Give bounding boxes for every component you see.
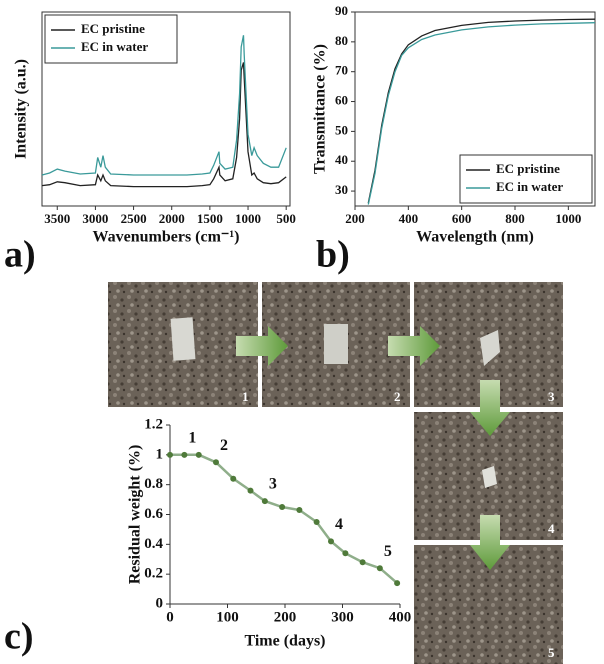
marker xyxy=(247,487,254,494)
x-tick-label: 200 xyxy=(274,609,297,625)
y-tick-label: 1 xyxy=(156,446,164,462)
legend-label: EC in water xyxy=(496,179,563,194)
sample-film xyxy=(170,317,196,361)
x-axis-label: Time (days) xyxy=(244,633,325,650)
x-axis-label: Wavenumbers (cm⁻¹) xyxy=(93,229,240,246)
y-tick-label: 0.8 xyxy=(144,476,163,492)
arrow xyxy=(470,380,510,436)
marker xyxy=(328,538,334,545)
y-tick-label: 60 xyxy=(335,93,348,108)
y-tick-label: 0.4 xyxy=(144,536,163,552)
plot-frame xyxy=(354,11,596,207)
marker xyxy=(213,459,219,466)
x-tick-label: 2500 xyxy=(121,211,147,226)
x-tick-label: 500 xyxy=(276,211,296,226)
arrow xyxy=(470,515,510,570)
x-tick-label: 100 xyxy=(216,609,239,625)
marker xyxy=(296,507,303,514)
annotation: 4 xyxy=(335,516,343,533)
marker xyxy=(167,451,173,458)
marker xyxy=(261,498,268,505)
y-tick-label: 1.2 xyxy=(144,416,163,432)
x-tick-label: 3000 xyxy=(82,211,108,226)
photo-label: 5 xyxy=(548,645,555,660)
marker xyxy=(376,565,383,572)
y-tick-label: 0 xyxy=(156,595,164,611)
x-tick-label: 1000 xyxy=(235,211,261,226)
y-tick-label: 30 xyxy=(335,182,348,197)
x-tick-label: 400 xyxy=(399,211,419,226)
arrow xyxy=(388,326,440,366)
photo-label: 1 xyxy=(242,389,249,404)
x-axis-label: Wavelength (nm) xyxy=(416,229,534,246)
x-tick-label: 400 xyxy=(389,609,412,625)
series-line xyxy=(41,35,287,176)
y-tick-label: 0.6 xyxy=(144,506,163,522)
y-tick-label: 90 xyxy=(335,3,348,18)
y-tick-label: 0.2 xyxy=(144,566,163,582)
sample-film xyxy=(482,466,497,488)
photo-label: 3 xyxy=(548,389,555,404)
annotation: 1 xyxy=(188,430,196,447)
panel-label: a) xyxy=(4,234,36,276)
plot-frame xyxy=(41,11,291,207)
chart: 3500 3000 2500 2000 1500 1000 500 Wavenumbers (… xyxy=(4,11,296,276)
marker xyxy=(359,559,366,566)
photo-label: 2 xyxy=(394,389,401,404)
marker xyxy=(279,504,286,511)
y-axis-label: Transmittance (%) xyxy=(312,44,329,174)
sample-film xyxy=(324,324,348,364)
chart: 0 100 200 300 400 0 0.2 0.4 0.6 0.8 1 1.2 Time (days… xyxy=(4,416,411,657)
legend-label: EC in water xyxy=(81,39,148,54)
x-tick-label: 0 xyxy=(166,609,174,625)
y-tick-label: 50 xyxy=(335,122,348,137)
photos: 1 2 3 4 5 xyxy=(108,282,563,664)
marker xyxy=(394,580,401,587)
x-tick-label: 3500 xyxy=(44,211,70,226)
panel-label: c) xyxy=(4,616,34,658)
annotation: 3 xyxy=(269,476,277,493)
series-line xyxy=(41,62,287,188)
legend-box xyxy=(44,14,178,64)
marker xyxy=(230,475,237,482)
legend-label: EC pristine xyxy=(81,21,145,36)
x-tick-label: 1000 xyxy=(555,211,581,226)
legend-label: EC pristine xyxy=(496,161,560,176)
y-axis-label: Intensity (a.u.) xyxy=(13,59,30,159)
y-tick-label: 40 xyxy=(335,152,348,167)
x-tick-label: 2000 xyxy=(159,211,185,226)
annotation: 5 xyxy=(384,543,392,560)
y-tick-label: 70 xyxy=(335,63,348,78)
x-tick-label: 800 xyxy=(505,211,525,226)
y-tick-label: 80 xyxy=(335,33,348,48)
x-tick-label: 1500 xyxy=(197,211,223,226)
y-axis-label: Residual weight (%) xyxy=(127,445,144,585)
x-tick-label: 300 xyxy=(331,609,354,625)
legend-box xyxy=(459,154,593,204)
photo-label: 4 xyxy=(548,521,555,536)
arrow xyxy=(236,326,288,366)
marker xyxy=(342,550,349,557)
x-tick-label: 200 xyxy=(345,211,365,226)
panel-label: b) xyxy=(316,234,350,276)
sample-film xyxy=(480,330,500,366)
marker xyxy=(195,451,202,458)
annotation: 2 xyxy=(220,437,228,454)
marker xyxy=(313,518,320,525)
x-tick-label: 600 xyxy=(452,211,472,226)
series-line xyxy=(367,22,596,205)
chart: 200 400 600 800 1000 30 40 50 60 70 80 90 Wavelength… xyxy=(312,3,596,276)
marker xyxy=(181,451,188,458)
